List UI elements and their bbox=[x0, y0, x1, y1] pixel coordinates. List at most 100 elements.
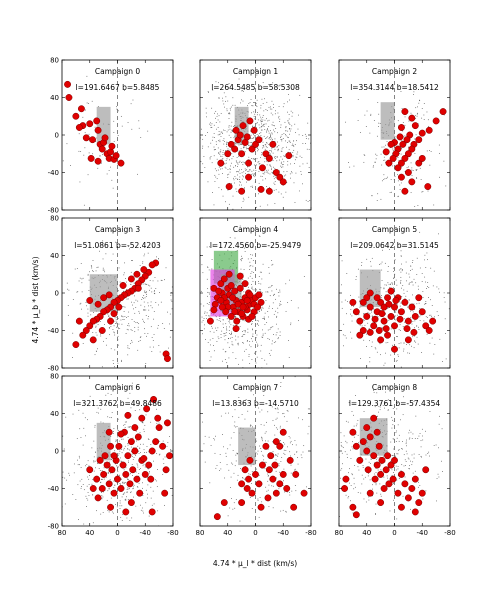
background-point bbox=[209, 482, 211, 484]
background-point bbox=[83, 204, 85, 206]
background-point bbox=[363, 411, 365, 412]
background-point bbox=[355, 276, 357, 278]
background-point bbox=[375, 153, 377, 155]
background-point bbox=[288, 356, 290, 358]
background-point bbox=[123, 90, 125, 91]
background-point bbox=[264, 171, 265, 173]
background-point bbox=[416, 336, 418, 338]
background-point bbox=[133, 282, 135, 284]
background-point bbox=[87, 274, 89, 276]
background-point bbox=[396, 336, 397, 337]
background-point bbox=[276, 156, 278, 158]
background-point bbox=[75, 499, 77, 500]
background-point bbox=[260, 436, 262, 438]
background-point bbox=[138, 120, 140, 122]
background-point bbox=[441, 460, 442, 462]
background-point bbox=[290, 110, 292, 112]
background-point bbox=[312, 59, 313, 60]
background-point bbox=[176, 462, 177, 463]
background-point bbox=[213, 149, 215, 151]
background-point bbox=[384, 178, 386, 180]
background-point bbox=[123, 290, 125, 292]
background-point bbox=[441, 428, 443, 430]
background-point bbox=[124, 424, 126, 425]
background-point bbox=[419, 485, 421, 486]
background-point bbox=[266, 101, 268, 103]
background-point bbox=[134, 282, 136, 284]
background-point bbox=[261, 440, 263, 442]
background-point bbox=[387, 266, 389, 267]
background-point bbox=[276, 288, 277, 290]
background-point bbox=[396, 430, 397, 432]
background-point bbox=[290, 324, 292, 326]
background-point bbox=[348, 472, 349, 474]
target-point bbox=[366, 489, 374, 497]
background-point bbox=[438, 423, 440, 425]
background-point bbox=[405, 443, 407, 445]
plot-area bbox=[345, 60, 447, 210]
background-point bbox=[109, 327, 111, 329]
background-point bbox=[294, 123, 296, 125]
background-point bbox=[251, 284, 252, 285]
background-point bbox=[255, 337, 257, 339]
background-point bbox=[381, 295, 383, 296]
background-point bbox=[137, 464, 139, 466]
target-point bbox=[363, 294, 371, 302]
background-point bbox=[247, 159, 249, 161]
background-point bbox=[257, 119, 259, 121]
background-point bbox=[382, 405, 384, 406]
target-point bbox=[279, 470, 287, 478]
background-point bbox=[80, 151, 82, 152]
background-point bbox=[408, 273, 410, 275]
target-point bbox=[391, 345, 398, 353]
background-point bbox=[267, 204, 269, 206]
background-point bbox=[431, 305, 433, 306]
target-point bbox=[232, 126, 240, 134]
background-point bbox=[260, 121, 262, 123]
background-point bbox=[232, 344, 234, 346]
background-point bbox=[382, 249, 383, 251]
background-point bbox=[147, 130, 149, 132]
background-point bbox=[292, 145, 294, 147]
background-point bbox=[242, 175, 244, 177]
background-point bbox=[132, 488, 134, 490]
background-point bbox=[110, 260, 112, 261]
background-point bbox=[276, 160, 278, 162]
background-point bbox=[86, 464, 88, 465]
background-point bbox=[181, 448, 182, 449]
background-point bbox=[104, 528, 105, 529]
background-point bbox=[225, 162, 227, 164]
target-point bbox=[82, 134, 90, 142]
background-point bbox=[88, 478, 90, 480]
background-point bbox=[192, 480, 193, 481]
background-point bbox=[118, 453, 120, 455]
background-point bbox=[232, 324, 234, 326]
target-point bbox=[373, 428, 381, 436]
background-point bbox=[236, 479, 238, 481]
background-point bbox=[260, 289, 261, 291]
y-tick-label: 80 bbox=[50, 215, 59, 223]
background-point bbox=[213, 204, 215, 206]
background-point bbox=[122, 316, 124, 318]
background-point bbox=[292, 155, 294, 156]
background-point bbox=[280, 138, 282, 140]
background-point bbox=[282, 445, 284, 447]
background-point bbox=[266, 137, 267, 139]
background-point bbox=[297, 463, 299, 465]
background-point bbox=[175, 99, 176, 100]
background-point bbox=[232, 104, 234, 106]
background-point bbox=[269, 286, 271, 288]
target-point bbox=[248, 145, 256, 153]
background-point bbox=[385, 313, 386, 315]
background-point bbox=[242, 161, 244, 163]
target-point bbox=[411, 312, 419, 320]
background-point bbox=[391, 475, 393, 476]
background-point bbox=[97, 266, 99, 268]
background-point bbox=[353, 483, 355, 485]
background-point bbox=[259, 133, 261, 134]
background-point bbox=[316, 104, 317, 105]
background-point bbox=[405, 465, 406, 466]
background-point bbox=[168, 347, 169, 349]
background-point bbox=[392, 283, 394, 285]
